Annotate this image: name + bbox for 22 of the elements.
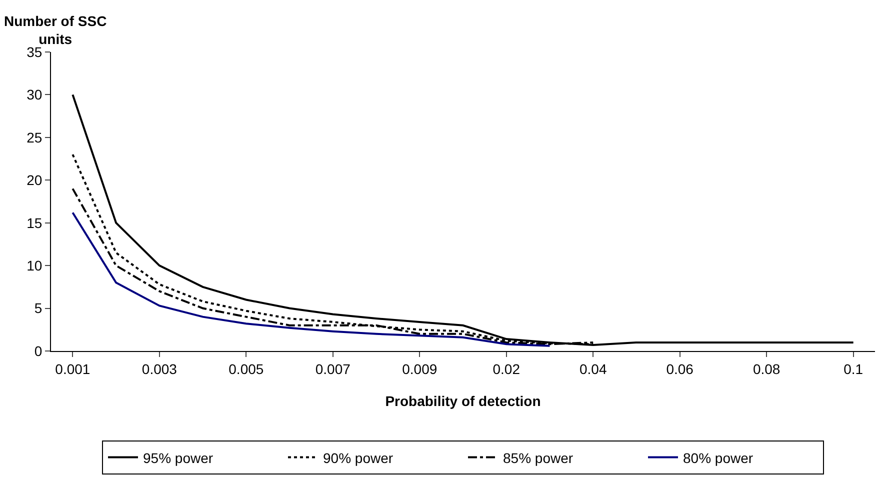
x-tick-label: 0.08 (752, 360, 780, 377)
legend-label: 95% power (143, 450, 214, 466)
legend-label: 90% power (323, 450, 394, 466)
x-tick-label: 0.02 (492, 360, 520, 377)
x-tick-label: 0.001 (55, 360, 90, 377)
y-tick-label: 30 (26, 86, 42, 103)
y-tick-label: 25 (26, 129, 42, 146)
legend-label: 80% power (683, 450, 754, 466)
x-axis-title: Probability of detection (385, 393, 541, 410)
y-tick-label: 20 (26, 172, 42, 188)
y-tick-label: 0 (34, 342, 42, 359)
x-tick-label: 0.04 (579, 360, 607, 377)
x-tick-label: 0.007 (315, 360, 351, 377)
x-tick-label: 0.009 (402, 360, 438, 377)
y-tick-label: 5 (34, 300, 42, 316)
x-tick-label: 0.003 (142, 360, 178, 377)
x-tick-label: 0.06 (666, 360, 694, 377)
y-tick-label: 10 (26, 257, 42, 274)
x-tick-label: 0.1 (844, 360, 864, 377)
x-tick-label: 0.005 (228, 360, 264, 377)
legend-label: 85% power (503, 450, 574, 466)
y-tick-label: 15 (26, 214, 42, 231)
